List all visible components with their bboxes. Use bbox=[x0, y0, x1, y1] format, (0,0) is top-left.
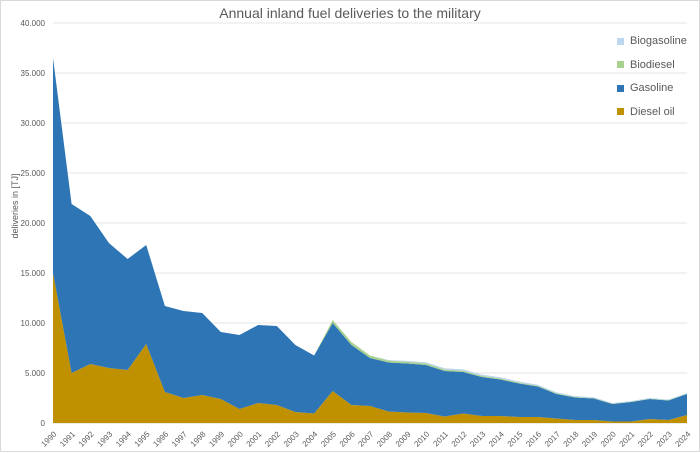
x-tick-label: 2018 bbox=[562, 429, 581, 448]
legend-item-biogasoline: Biogasoline bbox=[617, 31, 687, 51]
y-tick-label: 15.000 bbox=[21, 269, 46, 278]
x-tick-label: 2021 bbox=[618, 429, 637, 448]
x-tick-label: 2008 bbox=[375, 429, 394, 448]
y-tick-label: 30.000 bbox=[21, 119, 46, 128]
y-tick-label: 35.000 bbox=[21, 69, 46, 78]
x-tick-label: 2010 bbox=[412, 429, 431, 448]
y-tick-label: 20.000 bbox=[21, 219, 46, 228]
swatch-gasoline-icon bbox=[617, 84, 624, 92]
x-tick-label: 2011 bbox=[431, 429, 450, 448]
y-tick-label: 40.000 bbox=[21, 19, 46, 28]
x-tick-label: 2005 bbox=[319, 429, 338, 448]
area-gasoline bbox=[53, 58, 687, 422]
x-tick-label: 2001 bbox=[245, 429, 264, 448]
x-tick-label: 1994 bbox=[114, 429, 133, 448]
x-tick-label: 2009 bbox=[394, 429, 413, 448]
x-tick-label: 1998 bbox=[189, 429, 208, 448]
y-tick-label: 25.000 bbox=[21, 169, 46, 178]
x-tick-label: 2019 bbox=[580, 429, 599, 448]
x-tick-label: 2003 bbox=[282, 429, 301, 448]
x-tick-label: 2023 bbox=[655, 429, 674, 448]
x-tick-label: 1990 bbox=[39, 429, 58, 448]
x-tick-label: 2004 bbox=[301, 429, 320, 448]
x-tick-label: 1999 bbox=[207, 429, 226, 448]
x-tick-label: 2012 bbox=[450, 429, 469, 448]
area-diesel-oil bbox=[53, 273, 687, 423]
legend: Biogasoline Biodiesel Gasoline Diesel oi… bbox=[617, 31, 687, 125]
x-tick-label: 1997 bbox=[170, 429, 189, 448]
x-tick-label: 2000 bbox=[226, 429, 245, 448]
legend-item-biodiesel: Biodiesel bbox=[617, 55, 687, 75]
x-tick-label: 2015 bbox=[506, 429, 525, 448]
legend-item-gasoline: Gasoline bbox=[617, 78, 687, 98]
legend-item-diesel-oil: Diesel oil bbox=[617, 102, 687, 122]
swatch-biogasoline-icon bbox=[617, 37, 624, 45]
swatch-diesel-oil-icon bbox=[617, 108, 624, 115]
x-tick-label: 2013 bbox=[468, 429, 487, 448]
y-tick-label: 5.000 bbox=[25, 369, 46, 378]
x-tick-label: 1995 bbox=[133, 429, 152, 448]
swatch-biodiesel-icon bbox=[617, 61, 624, 68]
x-tick-label: 1992 bbox=[77, 429, 96, 448]
x-tick-label: 1996 bbox=[151, 429, 170, 448]
y-tick-label: 10.000 bbox=[21, 319, 46, 328]
x-tick-label: 1993 bbox=[95, 429, 114, 448]
x-tick-label: 2007 bbox=[356, 429, 375, 448]
x-tick-label: 1991 bbox=[58, 429, 77, 448]
x-tick-label: 2024 bbox=[673, 429, 692, 448]
x-tick-label: 2002 bbox=[263, 429, 282, 448]
chart-title: Annual inland fuel deliveries to the mil… bbox=[219, 5, 481, 21]
x-tick-label: 2006 bbox=[338, 429, 357, 448]
x-tick-label: 2016 bbox=[524, 429, 543, 448]
x-tick-label: 2022 bbox=[636, 429, 655, 448]
x-tick-label: 2014 bbox=[487, 429, 506, 448]
x-tick-label: 2017 bbox=[543, 429, 562, 448]
x-tick-label: 2020 bbox=[599, 429, 618, 448]
y-tick-label: 0 bbox=[41, 419, 46, 428]
